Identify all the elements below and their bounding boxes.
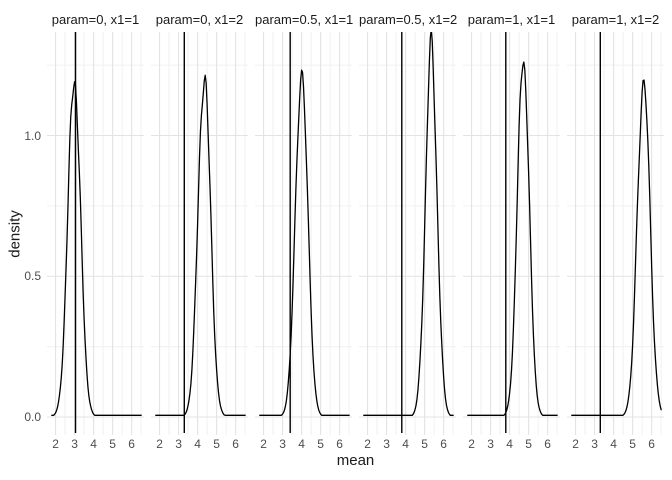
panel-plot-area — [463, 32, 560, 435]
x-axis-title: mean — [336, 452, 375, 469]
x-axis-tick-label: 5 — [317, 437, 324, 451]
x-axis-tick-label: 2 — [52, 437, 59, 451]
x-axis-tick-label: 2 — [468, 437, 475, 451]
panel-plot-area — [359, 32, 456, 435]
panel-plot-area — [151, 32, 248, 435]
facet-panel: param=0, x1=1 2 3 4 5 6 — [47, 0, 144, 480]
x-axis-tick-label: 3 — [71, 437, 78, 451]
x-axis-tick-label: 3 — [175, 437, 182, 451]
facet-panel: param=0, x1=2 2 3 4 5 6 — [151, 0, 248, 480]
x-axis-tick-label: 2 — [572, 437, 579, 451]
x-axis-tick-label: 6 — [648, 437, 655, 451]
y-axis-title: density — [6, 210, 24, 258]
density-curve — [155, 74, 246, 416]
density-curve — [571, 79, 662, 416]
facet-strip-label: param=1, x1=1 — [467, 12, 556, 27]
x-axis-tick-label: 3 — [279, 437, 286, 451]
x-axis-tick-label: 3 — [383, 437, 390, 451]
x-axis-tick-label: 4 — [610, 437, 617, 451]
facet-strip-label: param=0.5, x1=2 — [359, 12, 458, 27]
density-curve — [51, 81, 142, 416]
x-axis-tick-label: 6 — [440, 437, 447, 451]
facet-panel: param=1, x1=1 2 3 4 5 6 — [463, 0, 560, 480]
y-axis-tick-label: 0.0 — [24, 410, 41, 424]
panel-plot-area — [567, 32, 664, 435]
x-axis-tick-label: 5 — [525, 437, 532, 451]
x-axis-tick-label: 4 — [506, 437, 513, 451]
x-axis-tick-label: 5 — [213, 437, 220, 451]
facet-strip-label: param=1, x1=2 — [571, 12, 660, 27]
x-axis-tick-label: 6 — [544, 437, 551, 451]
x-axis-tick-label: 2 — [156, 437, 163, 451]
x-axis-tick-label: 6 — [128, 437, 135, 451]
x-axis-tick-label: 6 — [232, 437, 239, 451]
facet-panel: param=1, x1=2 2 3 4 5 6 — [567, 0, 664, 480]
density-curve — [363, 32, 454, 416]
facet-panel: param=0.5, x1=2 2 3 4 5 6 — [359, 0, 458, 480]
x-axis-tick-label: 2 — [260, 437, 267, 451]
x-axis-tick-label: 3 — [591, 437, 598, 451]
x-axis-tick-label: 4 — [402, 437, 409, 451]
facet-strip-label: param=0, x1=2 — [155, 12, 244, 27]
x-axis-tick-label: 4 — [298, 437, 305, 451]
x-axis-tick-label: 5 — [629, 437, 636, 451]
x-axis-tick-label: 5 — [109, 437, 116, 451]
x-axis-tick-label: 4 — [90, 437, 97, 451]
x-axis-tick-label: 3 — [487, 437, 494, 451]
x-axis-tick-label: 6 — [336, 437, 343, 451]
x-axis-tick-label: 5 — [421, 437, 428, 451]
y-axis-tick-label: 1.0 — [24, 128, 41, 143]
x-axis-tick-label: 2 — [364, 437, 371, 451]
facet-panel: param=0.5, x1=1 2 3 4 5 6 — [255, 0, 354, 480]
panel-plot-area — [47, 32, 144, 435]
density-curve — [467, 61, 558, 416]
x-axis-tick-label: 4 — [194, 437, 201, 451]
facet-strip-label: param=0.5, x1=1 — [255, 12, 354, 27]
density-curve — [259, 69, 350, 416]
panel-plot-area — [255, 32, 352, 435]
facet-strip-label: param=0, x1=1 — [51, 12, 140, 27]
y-axis-tick-label: 0.5 — [24, 269, 41, 284]
